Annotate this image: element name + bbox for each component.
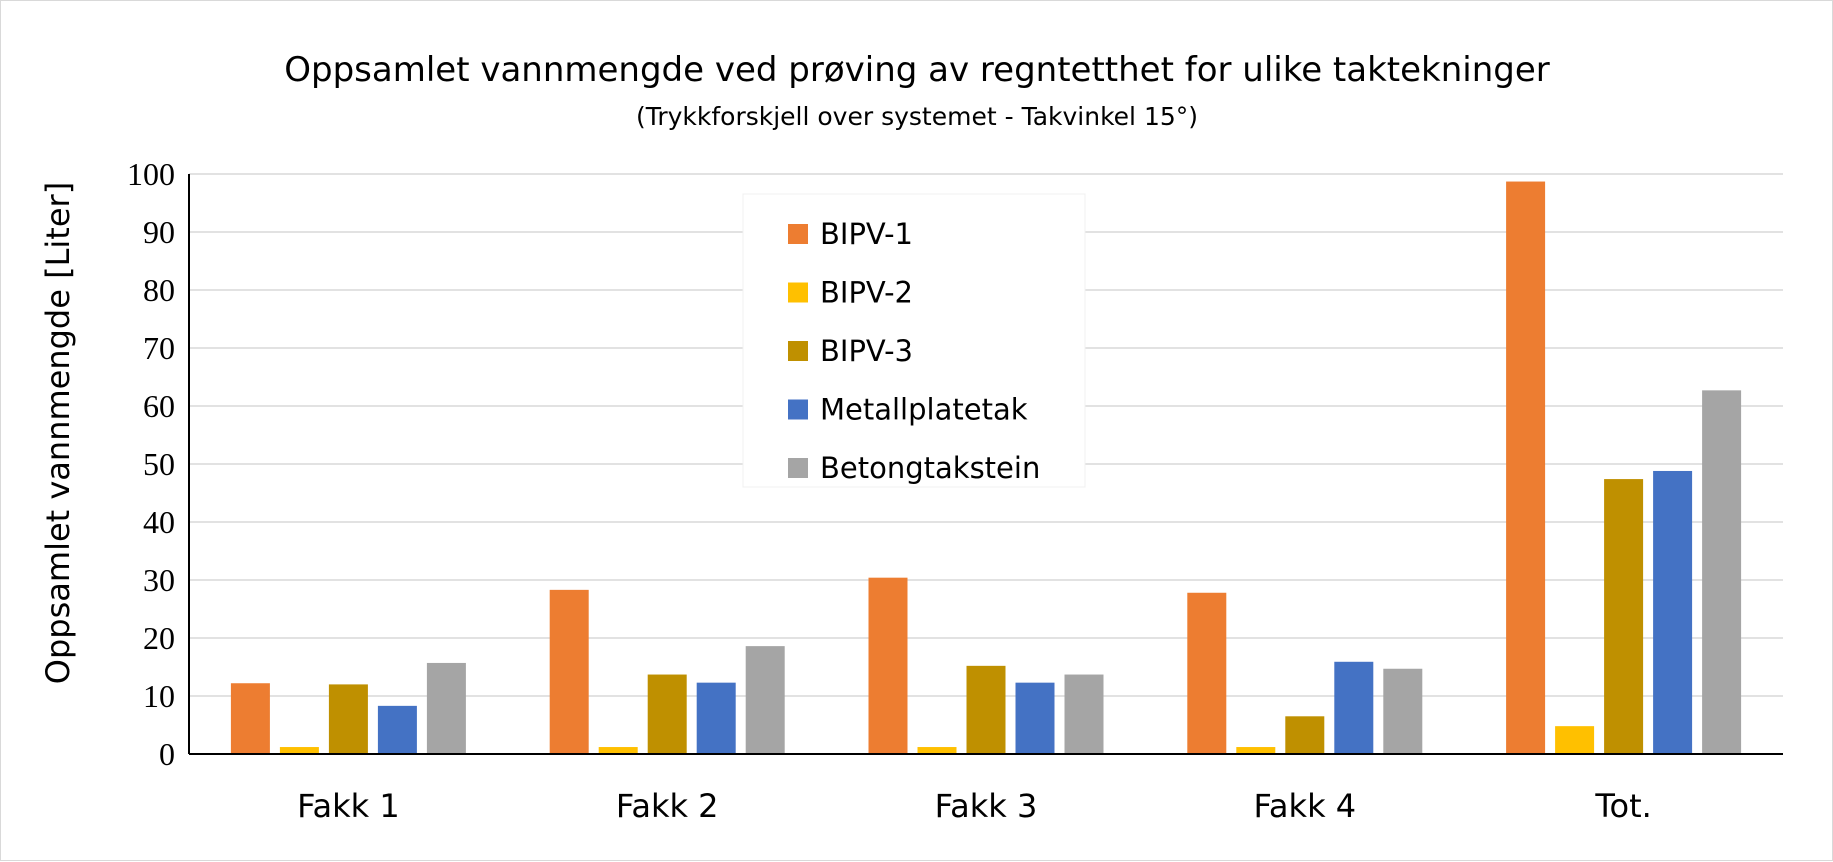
legend-swatch	[788, 282, 808, 303]
bar-bipv-1-1	[549, 589, 589, 754]
bar-bipv-1-3	[1187, 592, 1227, 754]
y-tick-label: 100	[127, 156, 175, 192]
bars	[230, 181, 1742, 755]
x-tick-label: Fakk 3	[935, 787, 1038, 825]
y-tick-label: 0	[159, 736, 175, 772]
y-tick-label: 40	[143, 504, 175, 540]
x-tick-label: Fakk 1	[297, 787, 400, 825]
bar-metallplatetak-2	[1015, 682, 1055, 754]
bar-metallplatetak-1	[696, 682, 736, 754]
bar-bipv-1-0	[230, 683, 270, 754]
legend-label: BIPV-1	[820, 217, 913, 251]
legend-swatch	[788, 399, 808, 420]
bar-bipv-1-4	[1506, 181, 1546, 755]
bar-bipv-3-4	[1604, 479, 1644, 754]
chart-title: Oppsamlet vannmengde ved prøving av regn…	[284, 50, 1550, 90]
y-tick-labels: 0 10 20 30 40 50 60 70 80 90 100	[127, 156, 175, 772]
bar-betongtakstein-1	[745, 646, 785, 754]
bar-bipv-2-0	[279, 747, 319, 754]
bar-bipv-2-4	[1555, 726, 1595, 754]
x-tick-label: Tot.	[1594, 787, 1651, 825]
y-tick-label: 30	[143, 562, 175, 598]
bar-bipv-3-1	[647, 674, 687, 754]
bar-metallplatetak-0	[377, 705, 417, 754]
bar-bipv-3-2	[966, 665, 1006, 754]
legend-swatch	[788, 458, 808, 478]
y-tick-label: 10	[143, 678, 175, 714]
chart-subtitle: (Trykkforskjell over systemet - Takvinke…	[636, 102, 1198, 131]
legend: BIPV-1 BIPV-2 BIPV-3 Metallplatetak Betongta…	[742, 193, 1086, 488]
bar-betongtakstein-0	[426, 662, 466, 754]
legend-swatch	[788, 341, 808, 361]
bar-betongtakstein-4	[1702, 390, 1742, 754]
bar-metallplatetak-4	[1653, 470, 1693, 754]
x-tick-label: Fakk 2	[616, 787, 719, 825]
bar-bipv-2-3	[1236, 747, 1276, 754]
y-tick-label: 80	[143, 272, 175, 308]
bar-bipv-3-3	[1285, 716, 1325, 754]
bar-bipv-3-0	[328, 684, 368, 754]
y-axis-label: Oppsamlet vannmengde [Liter]	[39, 182, 77, 684]
x-tick-label: Fakk 4	[1253, 787, 1356, 825]
legend-label: BIPV-3	[820, 334, 913, 368]
legend-label: BIPV-2	[820, 276, 913, 310]
y-tick-label: 70	[143, 330, 175, 366]
x-tick-labels: Fakk 1 Fakk 2 Fakk 3 Fakk 4 Tot.	[297, 787, 1652, 825]
legend-swatch	[788, 224, 808, 244]
bar-bipv-2-1	[598, 747, 638, 754]
bar-bipv-2-2	[917, 747, 957, 754]
y-tick-label: 50	[143, 446, 175, 482]
bar-metallplatetak-3	[1334, 661, 1374, 754]
legend-label: Metallplatetak	[820, 393, 1028, 427]
bar-betongtakstein-3	[1383, 668, 1423, 754]
bar-bipv-1-2	[868, 577, 908, 754]
y-tick-label: 90	[143, 214, 175, 250]
legend-label: Betongtakstein	[820, 451, 1040, 485]
bar-betongtakstein-2	[1064, 674, 1104, 754]
y-tick-label: 20	[143, 620, 175, 656]
y-tick-label: 60	[143, 388, 175, 424]
